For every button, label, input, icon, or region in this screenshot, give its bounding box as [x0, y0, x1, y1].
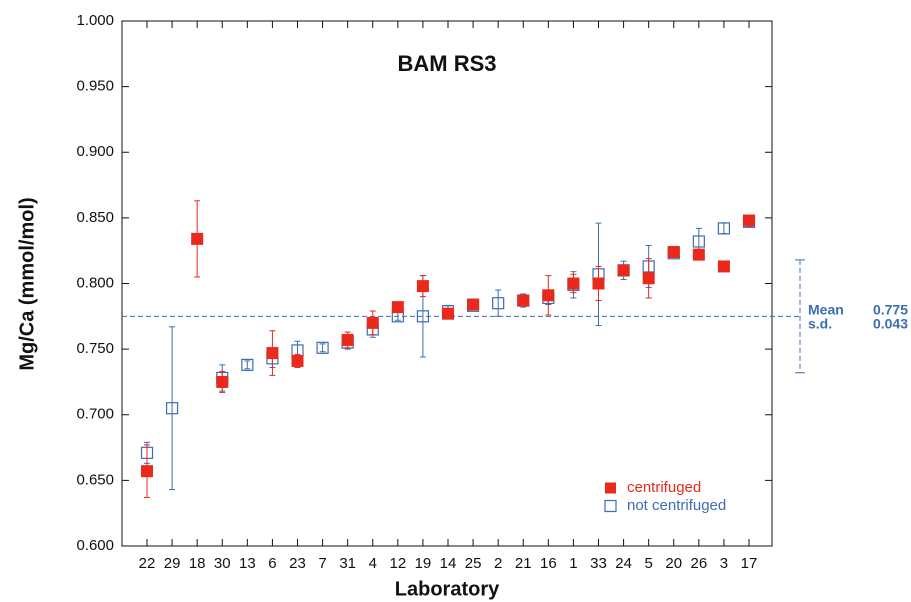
marker — [692, 248, 705, 261]
x-tick-label: 21 — [515, 555, 532, 572]
y-tick-label: 0.950 — [76, 78, 114, 95]
x-tick-label: 23 — [289, 555, 306, 572]
marker — [467, 298, 480, 311]
x-tick-label: 29 — [164, 555, 181, 572]
legend-label: centrifuged — [627, 479, 701, 496]
marker — [416, 310, 430, 323]
marker — [717, 222, 731, 235]
marker — [517, 294, 530, 307]
x-tick-label: 7 — [318, 555, 326, 572]
x-tick-label: 26 — [690, 555, 707, 572]
marker — [341, 333, 354, 346]
marker — [717, 260, 730, 273]
marker — [141, 465, 153, 478]
marker — [216, 375, 229, 388]
x-tick-label: 20 — [665, 555, 682, 572]
x-tick-label: 18 — [189, 555, 206, 572]
annotation: 0.043 — [873, 316, 908, 332]
marker — [241, 358, 254, 371]
x-tick-label: 16 — [540, 555, 557, 572]
marker — [291, 354, 304, 367]
marker — [667, 246, 680, 258]
marker — [191, 232, 204, 245]
annotation: s.d. — [808, 316, 832, 332]
marker — [617, 264, 630, 277]
x-tick-label: 3 — [720, 555, 728, 572]
x-tick-label: 25 — [465, 555, 482, 572]
legend-label: not centrifuged — [627, 497, 726, 514]
chart-title: BAM RS3 — [397, 51, 496, 76]
x-tick-label: 19 — [415, 555, 432, 572]
y-tick-label: 1.000 — [76, 12, 114, 29]
x-tick-label: 2 — [494, 555, 502, 572]
x-tick-label: 13 — [239, 555, 256, 572]
legend-marker — [605, 482, 616, 494]
marker — [567, 277, 580, 290]
x-tick-label: 33 — [590, 555, 607, 572]
marker — [542, 289, 555, 302]
marker — [692, 235, 705, 248]
y-tick-label: 0.750 — [76, 340, 114, 357]
x-tick-label: 14 — [440, 555, 457, 572]
x-tick-label: 17 — [741, 555, 758, 572]
x-tick-label: 6 — [268, 555, 276, 572]
x-tick-label: 12 — [389, 555, 406, 572]
marker — [492, 297, 505, 310]
marker — [442, 307, 454, 320]
plot-frame — [121, 20, 773, 547]
y-tick-label: 0.700 — [76, 406, 114, 423]
x-tick-label: 22 — [139, 555, 156, 572]
y-axis-title: Mg/Ca (mmol/mol) — [16, 197, 38, 370]
x-tick-label: 1 — [569, 555, 577, 572]
marker — [165, 402, 179, 415]
y-tick-label: 0.800 — [76, 274, 114, 291]
x-tick-label: 31 — [339, 555, 356, 572]
marker — [266, 347, 279, 360]
marker — [416, 280, 429, 293]
annotation: Mean — [808, 302, 844, 318]
x-tick-label: 24 — [615, 555, 632, 572]
y-tick-label: 0.650 — [76, 471, 114, 488]
marker — [391, 301, 404, 314]
marker — [366, 316, 379, 329]
legend-marker — [604, 499, 617, 513]
marker — [592, 277, 605, 290]
y-tick-label: 0.850 — [76, 209, 114, 226]
x-tick-label: 4 — [369, 555, 377, 572]
marker — [743, 214, 755, 227]
y-tick-label: 0.600 — [76, 537, 114, 554]
annotation: 0.775 — [873, 302, 908, 318]
y-tick-label: 0.900 — [76, 143, 114, 160]
x-tick-label: 5 — [644, 555, 652, 572]
x-tick-label: 30 — [214, 555, 231, 572]
x-axis-title: Laboratory — [395, 578, 500, 600]
marker — [642, 272, 655, 285]
marker — [316, 341, 329, 354]
